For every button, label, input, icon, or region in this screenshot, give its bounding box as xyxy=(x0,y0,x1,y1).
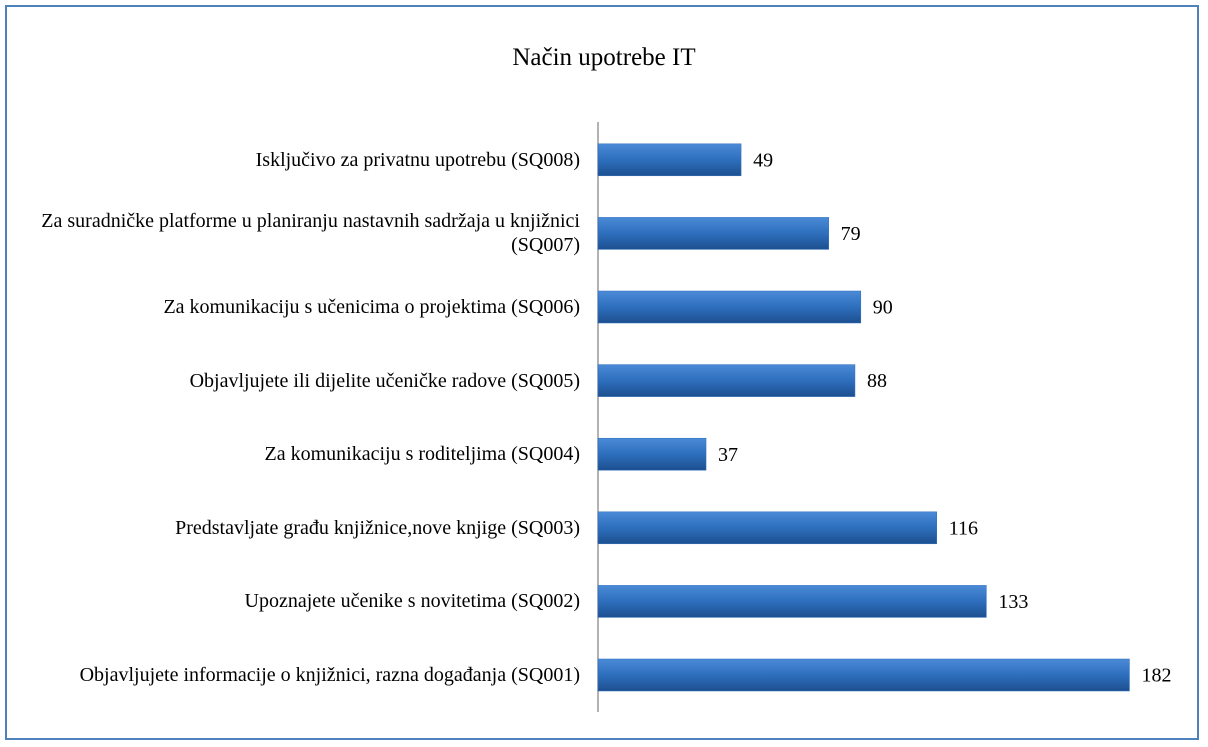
category-label: Objavljujete informacije o knjižnici, ra… xyxy=(10,663,580,687)
category-text: Za komunikaciju s roditeljima (SQ004) xyxy=(264,443,581,466)
category-label: Isključivo za privatnu upotrebu (SQ008) xyxy=(10,148,580,172)
category-text: Objavljujete ili dijelite učeničke radov… xyxy=(189,369,580,392)
category-label: Za komunikaciju s roditeljima (SQ004) xyxy=(10,442,581,466)
data-label: 49 xyxy=(753,149,773,171)
category-label: Upoznajete učenike s novitetima (SQ002) xyxy=(10,589,580,613)
bar xyxy=(597,511,937,545)
data-label: 37 xyxy=(718,444,738,466)
data-label: 116 xyxy=(949,517,978,539)
bar xyxy=(597,143,742,177)
chart-frame xyxy=(5,5,1199,740)
data-label: 90 xyxy=(873,297,893,319)
category-text: Za komunikaciju s učenicima o projektima… xyxy=(163,296,580,318)
bar xyxy=(597,290,862,324)
bar xyxy=(597,364,856,397)
bar xyxy=(597,437,707,471)
chart-title: Način upotrebe IT xyxy=(512,44,696,71)
bar xyxy=(597,217,829,250)
category-text: Objavljujete informacije o knjižnici, ra… xyxy=(79,664,580,686)
category-label: Za komunikaciju s učenicima o projektima… xyxy=(10,295,580,319)
category-text: Za suradničke platforme u planiranju nas… xyxy=(41,210,580,257)
data-label: 182 xyxy=(1141,665,1171,687)
bar xyxy=(597,585,987,618)
category-label: Predstavljate građu knjižnice,nove knjig… xyxy=(10,516,580,540)
data-label: 79 xyxy=(841,223,861,245)
data-label: 88 xyxy=(867,370,887,392)
category-text: Upoznajete učenike s novitetima (SQ002) xyxy=(244,590,580,613)
category-text: Predstavljate građu knjižnice,nove knjig… xyxy=(175,516,580,539)
category-text: Isključivo za privatnu upotrebu (SQ008) xyxy=(255,148,580,171)
category-label: Za suradničke platforme u planiranju nas… xyxy=(10,209,580,257)
bar xyxy=(597,658,1130,692)
data-label: 133 xyxy=(998,591,1028,613)
category-label: Objavljujete ili dijelite učeničke radov… xyxy=(10,369,580,393)
